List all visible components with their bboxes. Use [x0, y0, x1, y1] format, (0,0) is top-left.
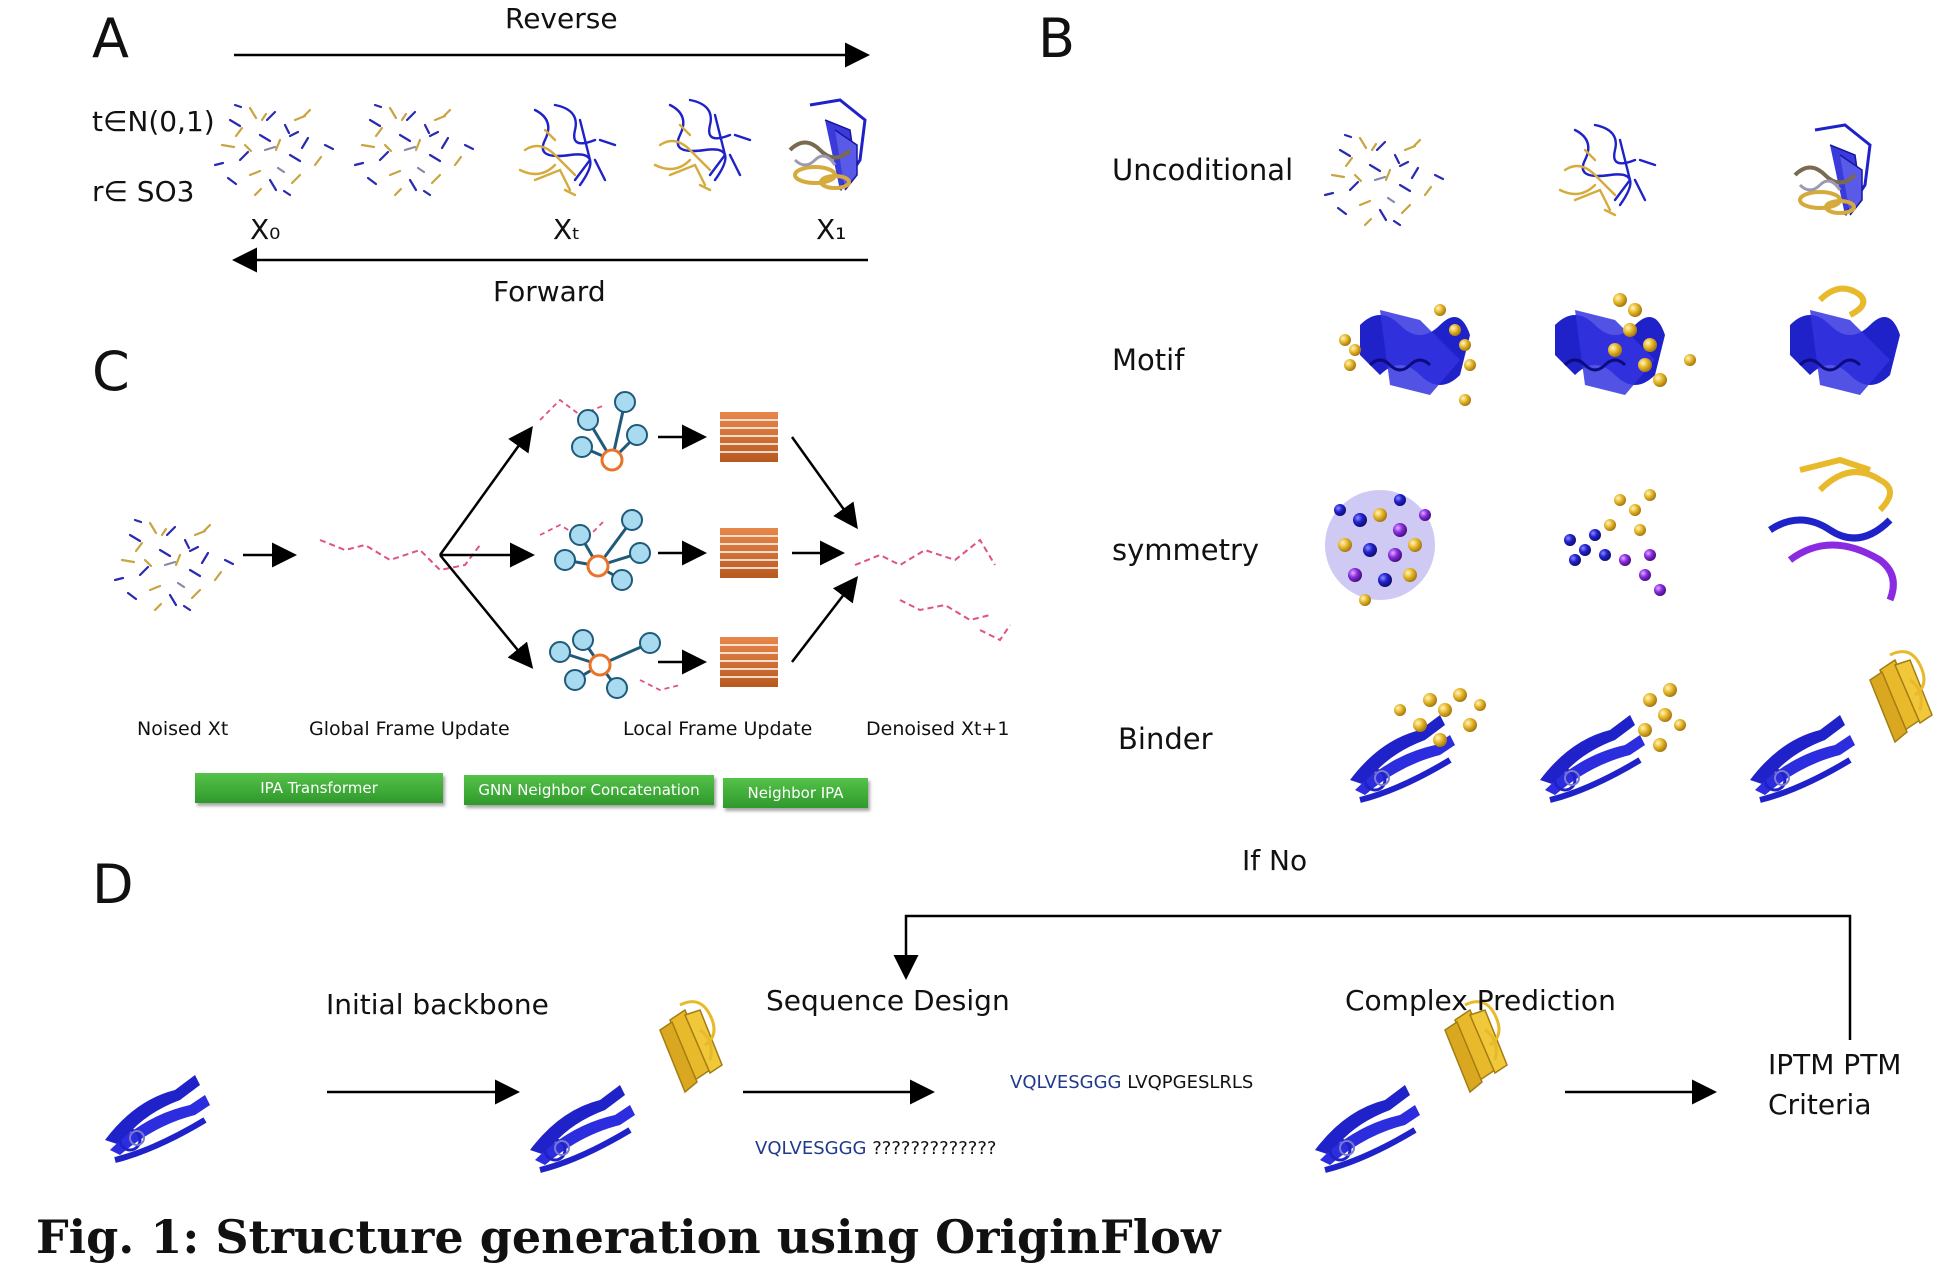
x1-label: X₁ [816, 213, 847, 246]
complex-prediction-label: Complex Prediction [1345, 984, 1616, 1017]
designed-sequence: VQLVESGGG LVQPGESLRLS [1010, 1072, 1253, 1093]
forward-label: Forward [493, 275, 606, 308]
x0-label: X₀ [250, 213, 281, 246]
sequence-designed-part: LVQPGESLRLS [1127, 1072, 1254, 1093]
symmetry-cluster [1325, 456, 1897, 606]
layer-stack-mid [720, 528, 778, 578]
gnn-graph-top [539, 391, 648, 472]
global-frame-label: Global Frame Update [309, 718, 510, 740]
masked-sequence-unknown-part: ????????????? [872, 1138, 997, 1159]
neighbor-ipa-box: Neighbor IPA [723, 778, 868, 808]
t-distribution-label: t∈N(0,1) [92, 105, 215, 138]
r-rotation-label: r∈ SO3 [92, 175, 195, 208]
row-label-motif: Motif [1112, 343, 1185, 377]
masked-sequence-fixed-part: VQLVESGGG [755, 1138, 867, 1159]
sequence-design-label: Sequence Design [766, 984, 1010, 1017]
figure-caption: Fig. 1: Structure generation using Origi… [36, 1210, 1221, 1264]
masked-sequence: VQLVESGGG ????????????? [755, 1138, 996, 1159]
gnn-graph-mid [539, 509, 651, 591]
xt-label: Xₜ [553, 213, 581, 246]
panel-label-d: D [92, 853, 134, 916]
binder-row [1350, 650, 1934, 800]
initial-backbone-label: Initial backbone [326, 988, 549, 1021]
panel-label-b: B [1038, 7, 1076, 70]
if-no-label: If No [1242, 844, 1308, 877]
noised-label: Noised Xt [137, 718, 229, 740]
layer-stack-bottom [720, 637, 778, 687]
criteria-line-2: Criteria [1768, 1088, 1872, 1121]
layer-stack-top [720, 412, 778, 462]
gnn-graph-bottom [549, 629, 681, 699]
row-label-unconditional: Uncoditional [1112, 153, 1294, 187]
row-label-symmetry: symmetry [1112, 533, 1260, 567]
row-label-binder: Binder [1118, 722, 1213, 756]
criteria-line-1: IPTM PTM [1768, 1048, 1902, 1081]
sequence-fixed-part: VQLVESGGG [1010, 1072, 1122, 1093]
denoised-label: Denoised Xt+1 [866, 718, 1010, 740]
local-frame-label: Local Frame Update [623, 718, 813, 740]
panel-label-a: A [92, 7, 129, 70]
motif-gold-balls [1339, 285, 1867, 406]
panel-label-c: C [92, 340, 130, 403]
ipa-transformer-box: IPA Transformer [195, 773, 443, 803]
reverse-label: Reverse [505, 2, 618, 35]
gnn-neighbor-concatenation-box: GNN Neighbor Concatenation [464, 775, 714, 805]
